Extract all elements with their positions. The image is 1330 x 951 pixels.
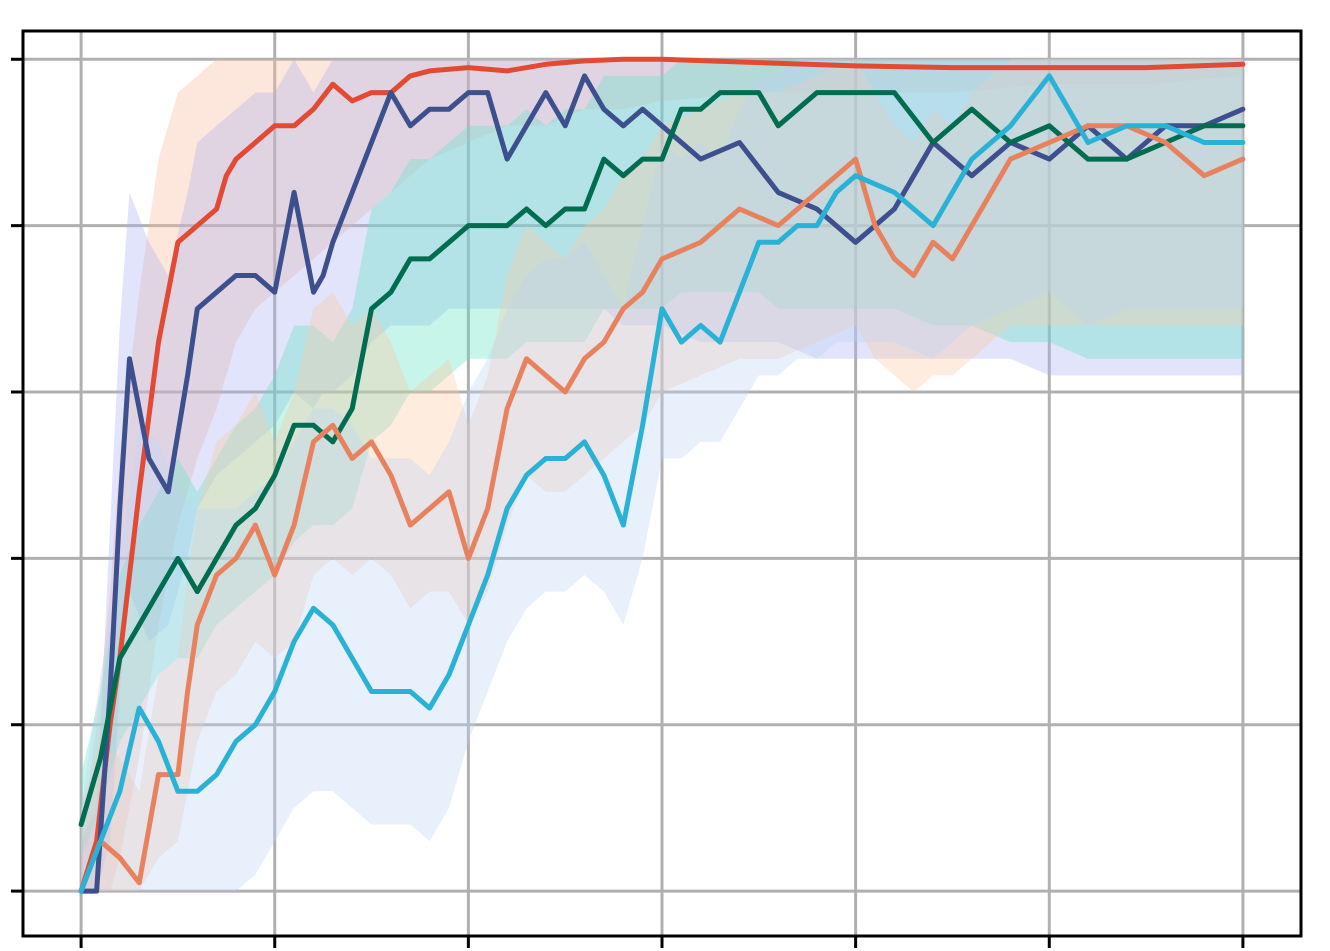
axis-ticks bbox=[11, 57, 1245, 948]
grid bbox=[23, 31, 1301, 936]
series-line-1 bbox=[78, 56, 1246, 894]
series-line-5 bbox=[78, 73, 1246, 894]
variance-band-1 bbox=[81, 59, 1243, 892]
series-line-3 bbox=[78, 90, 1246, 827]
variance-band-5 bbox=[81, 59, 1243, 892]
variance-band-2 bbox=[81, 59, 1243, 892]
variance-band-4 bbox=[81, 59, 1243, 892]
series-lines bbox=[78, 56, 1246, 894]
series-line-4 bbox=[78, 123, 1246, 894]
